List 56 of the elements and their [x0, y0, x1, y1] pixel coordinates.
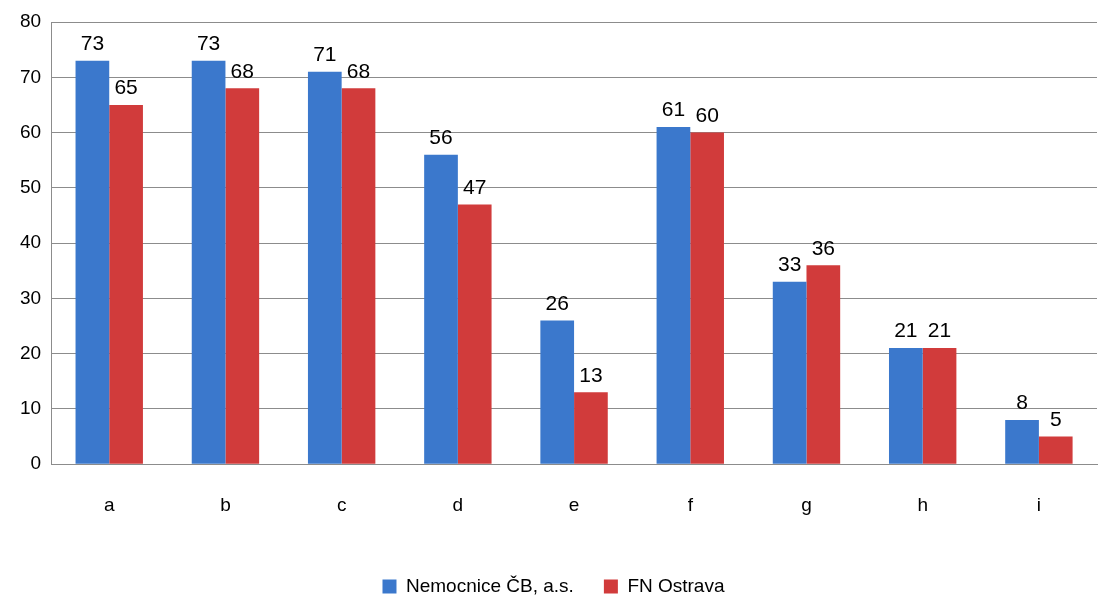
data-label: 26 — [545, 290, 569, 314]
data-label: 68 — [230, 58, 254, 82]
x-tick-label: d — [452, 493, 464, 515]
bar — [1005, 419, 1039, 464]
y-tick-label: 20 — [19, 341, 42, 363]
bar — [225, 88, 260, 464]
bar — [574, 392, 608, 464]
y-tick-label: 40 — [19, 231, 42, 253]
bar — [1038, 436, 1073, 464]
data-label: 13 — [579, 362, 603, 386]
y-tick-label: 80 — [19, 10, 42, 32]
data-label: 8 — [1016, 390, 1028, 414]
bar — [922, 348, 957, 464]
y-tick-label: 60 — [19, 120, 42, 142]
x-tick-label: h — [917, 493, 928, 515]
bar — [690, 132, 724, 464]
bar — [307, 71, 342, 464]
data-label: 33 — [777, 252, 802, 276]
legend-label: Nemocnice ČB, a.s. — [405, 574, 574, 596]
bar — [656, 127, 691, 464]
x-tick-label: f — [687, 493, 694, 515]
data-label: 47 — [463, 174, 487, 198]
y-tick-label: 70 — [19, 65, 42, 87]
x-tick-label: i — [1036, 493, 1042, 515]
data-label: 5 — [1049, 406, 1062, 430]
data-label: 56 — [429, 124, 453, 148]
data-label: 36 — [811, 235, 836, 259]
y-tick-label: 30 — [19, 286, 42, 308]
data-label: 60 — [695, 102, 719, 126]
bar — [772, 281, 807, 464]
data-label: 73 — [196, 30, 221, 54]
data-label: 65 — [114, 75, 138, 99]
bar — [888, 348, 923, 464]
bar — [75, 60, 110, 464]
x-tick-label: e — [568, 493, 580, 515]
x-tick-label: a — [103, 493, 115, 515]
bar — [457, 204, 492, 464]
bar — [806, 265, 841, 464]
bar — [540, 320, 575, 464]
x-tick-label: c — [336, 493, 347, 515]
data-label: 68 — [346, 58, 371, 82]
data-label: 21 — [894, 318, 918, 342]
bar — [191, 60, 226, 464]
data-label: 21 — [927, 318, 952, 342]
bar — [109, 104, 143, 464]
data-label: 71 — [313, 42, 337, 66]
legend-label: FN Ostrava — [627, 574, 725, 596]
y-tick-label: 0 — [30, 452, 42, 474]
y-tick-label: 10 — [19, 397, 42, 419]
data-label: 73 — [80, 30, 105, 54]
x-tick-label: b — [220, 493, 231, 515]
y-tick-label: 50 — [19, 176, 42, 198]
data-label: 61 — [661, 97, 686, 121]
x-tick-label: g — [801, 493, 812, 515]
bar — [424, 154, 458, 464]
bar — [341, 88, 376, 464]
